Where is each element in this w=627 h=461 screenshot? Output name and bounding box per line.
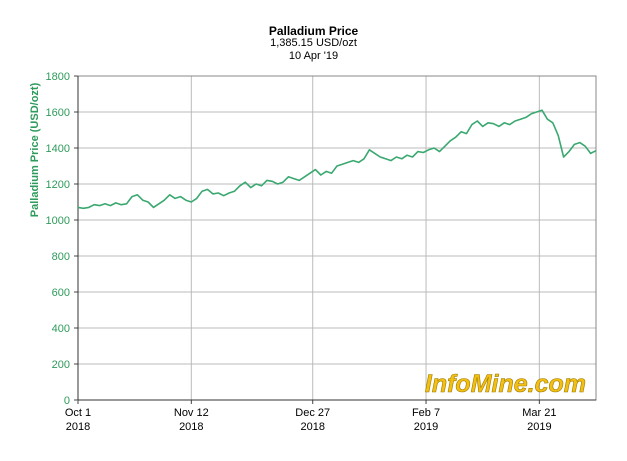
y-tick-label: 0 — [64, 395, 70, 407]
x-tick-year-label: 2018 — [300, 421, 324, 433]
x-tick-year-label: 2019 — [527, 421, 551, 433]
y-tick-label: 400 — [52, 323, 70, 335]
x-tick-label: Feb 7 — [412, 407, 440, 419]
x-tick-label: Nov 12 — [174, 407, 209, 419]
current-date: 10 Apr '19 — [288, 50, 339, 62]
series-line — [77, 109, 597, 210]
y-tick-label: 1400 — [46, 143, 70, 155]
y-tick-label: 200 — [52, 359, 70, 371]
x-tick-year-label: 2018 — [179, 421, 203, 433]
x-tick-label: Dec 27 — [295, 407, 330, 419]
x-tick-year-label: 2019 — [414, 421, 438, 433]
current-price: 1,385.15 USD/ozt — [270, 37, 357, 49]
grid — [78, 76, 596, 400]
x-tick-label: Mar 21 — [522, 407, 556, 419]
y-tick-label: 1000 — [46, 215, 70, 227]
plot-frame — [77, 75, 597, 401]
x-tick-label: Oct 1 — [65, 407, 91, 419]
x-tick-year-label: 2018 — [66, 421, 90, 433]
y-tick-label: 800 — [52, 251, 70, 263]
y-tick-label: 1600 — [46, 107, 70, 119]
watermark-logo: InfoMine.com — [425, 370, 586, 398]
axes — [74, 75, 597, 404]
y-axis-label: Palladium Price (USD/ozt) — [29, 82, 41, 217]
y-tick-label: 1200 — [46, 179, 70, 191]
price-line — [77, 109, 597, 210]
chart-title: Palladium Price — [268, 24, 359, 38]
y-tick-label: 1800 — [46, 71, 70, 83]
y-tick-label: 600 — [52, 287, 70, 299]
tick-labels: 0 200 400 600 800 1000 1200 1400 1600 1800 Oct 1 20… — [46, 71, 557, 433]
